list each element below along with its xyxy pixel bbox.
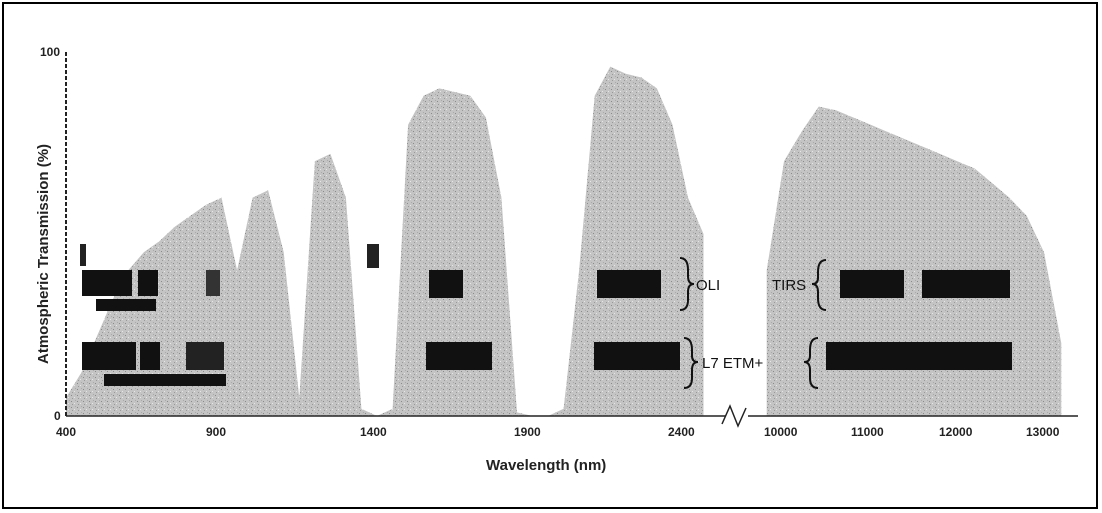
etm-band-1 bbox=[82, 342, 136, 370]
y-tick-label-0: 0 bbox=[54, 409, 61, 423]
tirs-band-10 bbox=[840, 270, 904, 298]
etm-bands bbox=[82, 342, 1012, 386]
x-ticks-left: 400 900 1400 1900 2400 bbox=[56, 425, 695, 439]
axis-break-mark bbox=[721, 404, 747, 428]
etm-band-3 bbox=[186, 342, 224, 370]
x-tick-label: 400 bbox=[56, 425, 76, 439]
x-tick-label: 10000 bbox=[764, 425, 798, 439]
oli-band-4 bbox=[96, 299, 156, 311]
tirs-label: TIRS bbox=[772, 277, 806, 294]
etm-brace bbox=[683, 337, 699, 389]
tirs-bands bbox=[840, 270, 1010, 298]
oli-band-7 bbox=[597, 270, 661, 298]
oli-band-1 bbox=[80, 244, 86, 266]
x-tick-label: 12000 bbox=[939, 425, 973, 439]
etm-band-6 bbox=[826, 342, 1012, 370]
y-tick-label-100: 100 bbox=[40, 45, 60, 59]
x-tick-label: 13000 bbox=[1026, 425, 1060, 439]
etm-label: L7 ETM+ bbox=[702, 355, 764, 372]
oli-band-9 bbox=[367, 244, 379, 268]
transmission-area-left bbox=[66, 66, 704, 416]
x-ticks-right: 10000 11000 12000 13000 bbox=[764, 425, 1060, 439]
x-axis-label: Wavelength (nm) bbox=[486, 457, 606, 474]
etm-band-pan bbox=[104, 374, 226, 386]
x-tick-label: 2400 bbox=[668, 425, 695, 439]
x-tick-label: 11000 bbox=[851, 425, 884, 439]
tirs-brace bbox=[811, 259, 827, 311]
x-tick-label: 1900 bbox=[514, 425, 541, 439]
oli-brace bbox=[679, 257, 695, 311]
etm-tir-brace bbox=[803, 337, 819, 389]
oli-band-6 bbox=[429, 270, 463, 298]
oli-label: OLI bbox=[696, 277, 720, 294]
y-axis-label: Atmospheric Transmission (%) bbox=[35, 144, 52, 364]
oli-band-5 bbox=[206, 270, 220, 296]
oli-band-3 bbox=[138, 270, 158, 296]
tirs-band-11 bbox=[922, 270, 1010, 298]
etm-band-5 bbox=[426, 342, 492, 370]
transmission-area-right bbox=[766, 106, 1062, 416]
x-tick-label: 1400 bbox=[360, 425, 387, 439]
etm-band-2 bbox=[140, 342, 160, 370]
x-tick-label: 900 bbox=[206, 425, 226, 439]
transmission-chart: 100 0 400 900 1400 1900 2400 10000 11000… bbox=[35, 45, 1078, 474]
etm-band-7 bbox=[594, 342, 680, 370]
oli-bands bbox=[80, 244, 661, 311]
oli-band-2 bbox=[82, 270, 132, 296]
